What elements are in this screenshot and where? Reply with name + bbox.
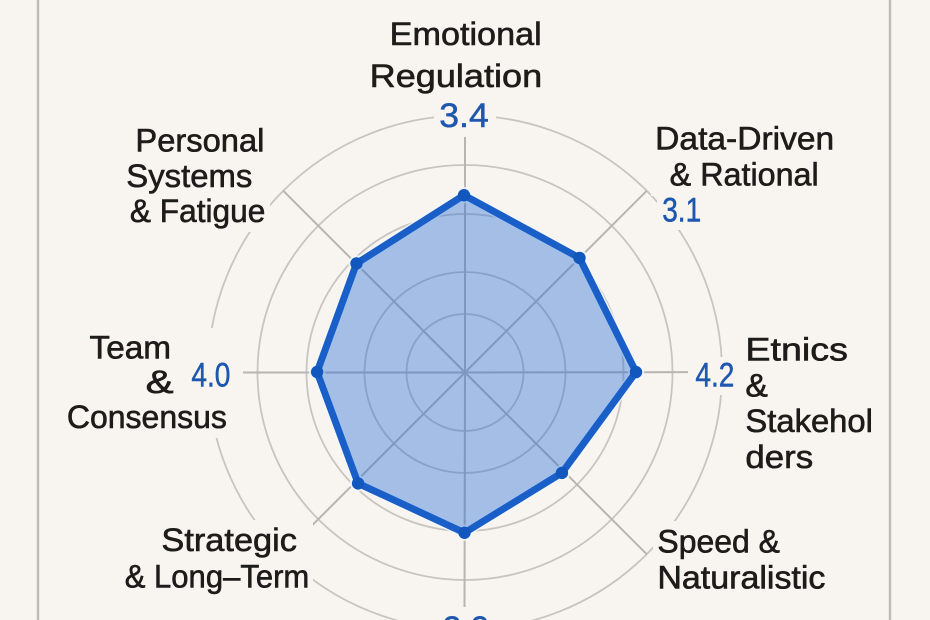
svg-text:2.9: 2.9 — [443, 610, 490, 620]
svg-text:&: & — [146, 364, 174, 400]
svg-text:ders: ders — [745, 439, 813, 475]
svg-text:&: & — [745, 367, 768, 403]
svg-text:Team: Team — [90, 330, 172, 366]
svg-text:Data-Driven: Data-Driven — [655, 120, 834, 156]
svg-text:Strategic: Strategic — [161, 522, 297, 558]
svg-text:4.2: 4.2 — [695, 356, 734, 394]
svg-text:Systems: Systems — [126, 158, 252, 194]
svg-text:Consensus: Consensus — [67, 399, 227, 435]
svg-text:Personal: Personal — [135, 122, 264, 158]
svg-text:Etnics: Etnics — [745, 331, 848, 367]
svg-text:Naturalistic: Naturalistic — [657, 560, 825, 596]
svg-text:3.1: 3.1 — [662, 192, 701, 230]
svg-text:Regulation: Regulation — [370, 58, 543, 94]
svg-text:& Fatigue: & Fatigue — [130, 193, 266, 229]
svg-text:& Rational: & Rational — [670, 157, 819, 193]
svg-text:4.0: 4.0 — [191, 356, 230, 394]
svg-text:Emotional: Emotional — [390, 16, 542, 52]
svg-text:Stakehol: Stakehol — [745, 403, 873, 439]
svg-text:Speed &: Speed & — [657, 523, 780, 559]
svg-text:& Long–Term: & Long–Term — [125, 559, 310, 595]
svg-text:3.4: 3.4 — [439, 97, 489, 135]
